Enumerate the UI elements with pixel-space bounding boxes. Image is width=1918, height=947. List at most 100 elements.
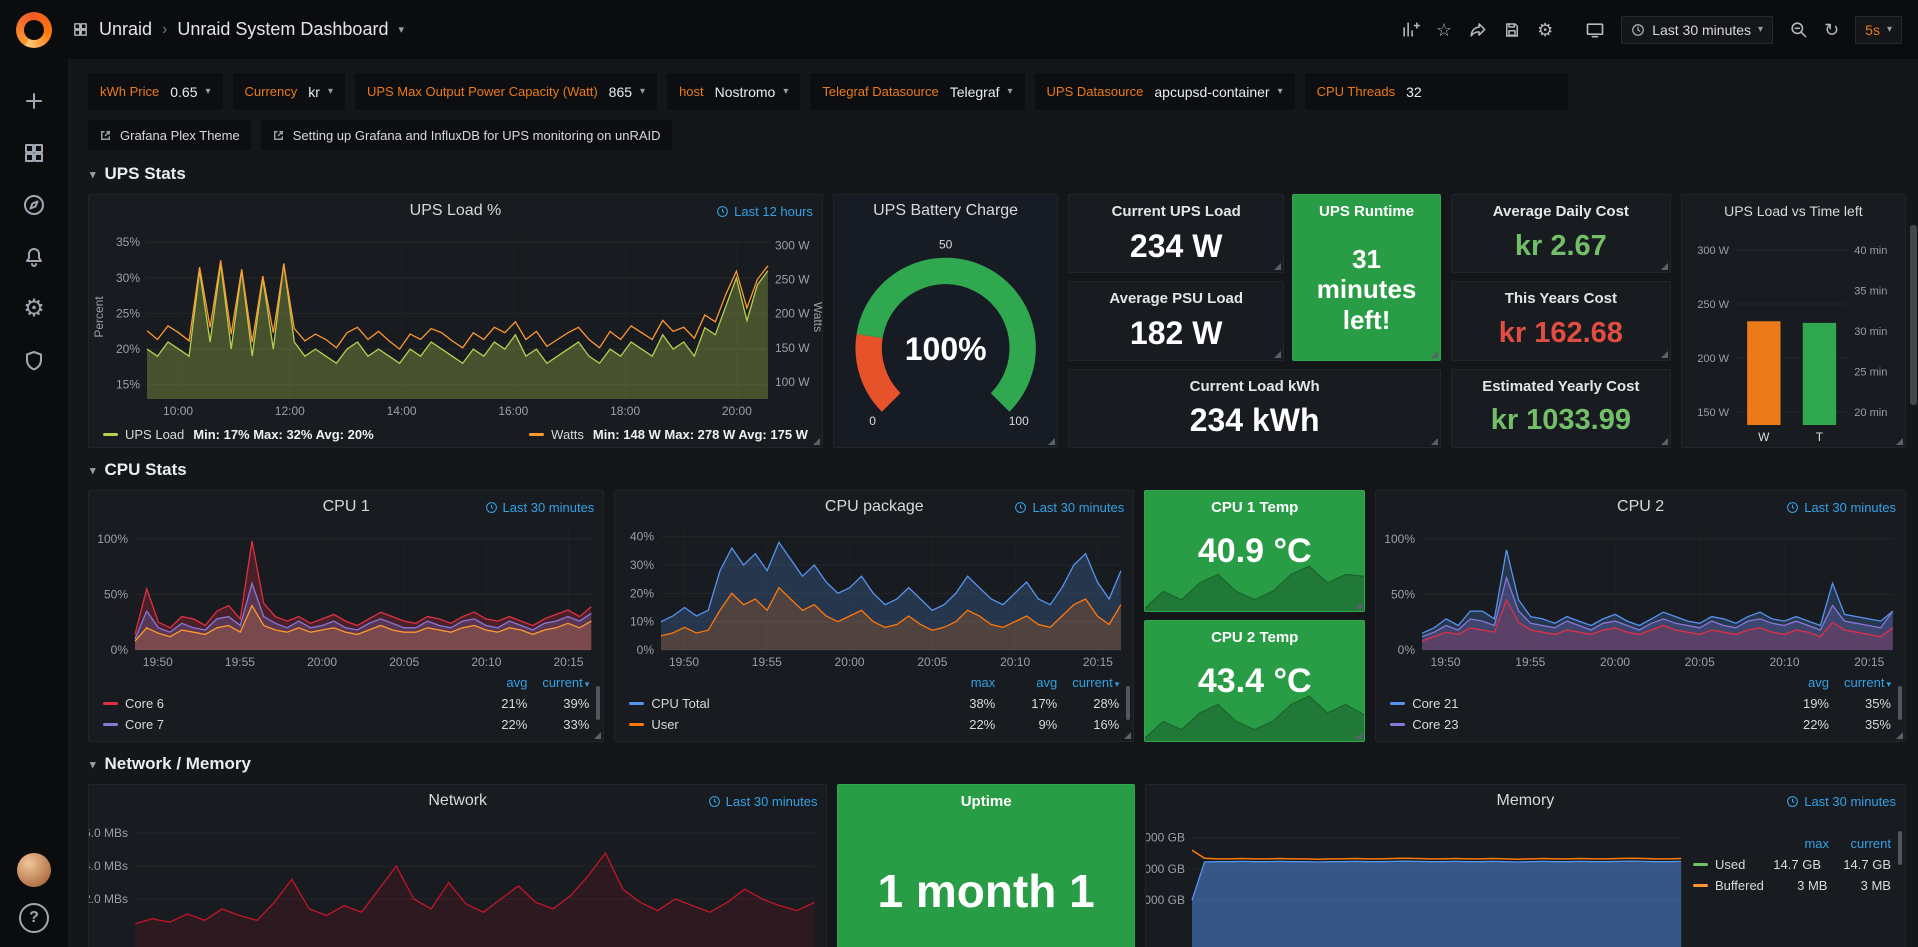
legend-column-header[interactable]: avg bbox=[1036, 675, 1058, 690]
legend-column-header[interactable]: current bbox=[1850, 836, 1891, 851]
grafana-logo[interactable] bbox=[16, 11, 52, 48]
panel-title[interactable]: UPS Load vs Time left bbox=[1724, 203, 1863, 219]
stat-title[interactable]: Current UPS Load bbox=[1111, 203, 1241, 220]
panel-title[interactable]: CPU 2 bbox=[1617, 498, 1665, 515]
legend-item[interactable]: Core 7 22% 33% bbox=[103, 714, 589, 735]
section-cpu-stats[interactable]: ▾ CPU Stats bbox=[90, 460, 1906, 480]
section-network-memory[interactable]: ▾ Network / Memory bbox=[90, 754, 1906, 774]
stat-title[interactable]: Average PSU Load bbox=[1109, 290, 1243, 308]
legend-column-header[interactable]: avg bbox=[506, 675, 528, 690]
stat-title[interactable]: UPS Runtime bbox=[1319, 203, 1415, 220]
chevron-down-icon[interactable]: ▾ bbox=[398, 24, 404, 36]
variable-value-dropdown[interactable]: Nostromo ▾ bbox=[715, 84, 789, 100]
panel-title[interactable]: Network bbox=[428, 792, 488, 809]
network-chart[interactable]: 2.0 MBs 4.0 MBs 6.0 MBs bbox=[89, 817, 826, 947]
stat-title[interactable]: Current Load kWh bbox=[1189, 377, 1320, 395]
variable-currency[interactable]: Currency kr ▾ bbox=[232, 73, 345, 110]
variable-kwh-price[interactable]: kWh Price 0.65 ▾ bbox=[88, 73, 223, 110]
legend-item[interactable]: User 22% 9% 16% bbox=[629, 714, 1119, 735]
load-vs-time-chart[interactable]: 150 W 200 W 250 W 300 W 20 min 25 min 30 min 35… bbox=[1682, 227, 1905, 447]
refresh-interval-dropdown[interactable]: 5s ▾ bbox=[1855, 15, 1902, 44]
panel-title[interactable]: UPS Load % bbox=[409, 202, 502, 219]
memory-chart[interactable]: 50.000000 GB 60.000000 GB 70.000000 GB bbox=[1146, 817, 1693, 947]
breadcrumb-title[interactable]: Unraid System Dashboard bbox=[177, 19, 389, 39]
ups-load-chart[interactable]: 15% 20% 25% 30% 35% Percent 100 W 150 W 200 W 250… bbox=[89, 227, 822, 421]
legend-item[interactable]: Core 6 21% 39% bbox=[103, 693, 589, 714]
panel-time-range-badge[interactable]: Last 30 minutes bbox=[485, 500, 594, 515]
page-scrollbar-thumb[interactable] bbox=[1910, 225, 1917, 405]
panel-time-range-badge[interactable]: Last 12 hours bbox=[716, 204, 813, 219]
legend-item[interactable]: UPS Load Min: 17% Max: 32% Avg: 20% bbox=[103, 427, 374, 442]
sidebar-item-server-admin[interactable] bbox=[14, 341, 54, 381]
legend-column-header[interactable]: max bbox=[1804, 836, 1829, 851]
tv-mode-icon[interactable] bbox=[1585, 20, 1605, 40]
variable-cpu-threads[interactable]: CPU Threads 32 bbox=[1304, 73, 1569, 110]
sidebar-item-create[interactable] bbox=[14, 81, 54, 121]
legend-column-header[interactable]: max bbox=[970, 675, 996, 690]
panel-title[interactable]: UPS Battery Charge bbox=[873, 202, 1019, 219]
share-icon[interactable] bbox=[1468, 20, 1487, 39]
sidebar-item-configuration[interactable]: ⚙ bbox=[14, 289, 54, 329]
cpu-1-chart[interactable]: 0% 50% 100% 19:50 19:55 20:00 20:05 20:10 20:15 bbox=[89, 523, 603, 672]
legend-column-header[interactable]: avg bbox=[1808, 675, 1829, 690]
sidebar-item-alerting[interactable] bbox=[14, 237, 54, 277]
breadcrumb-root[interactable]: Unraid bbox=[99, 19, 153, 39]
add-panel-icon[interactable] bbox=[1401, 20, 1420, 39]
panel-time-range-badge[interactable]: Last 30 minutes bbox=[708, 794, 817, 809]
variable-value-dropdown[interactable]: apcupsd-container ▾ bbox=[1154, 84, 1282, 100]
dashboard-link[interactable]: Setting up Grafana and InfluxDB for UPS … bbox=[260, 120, 672, 150]
legend-item[interactable]: Watts Min: 148 W Max: 278 W Avg: 175 W bbox=[529, 427, 808, 442]
user-avatar[interactable] bbox=[17, 853, 51, 887]
sidebar-item-explore[interactable] bbox=[14, 185, 54, 225]
variable-value-dropdown[interactable]: kr ▾ bbox=[308, 84, 333, 100]
panel-title[interactable]: CPU 1 bbox=[322, 498, 370, 515]
dashboard-grid-icon[interactable] bbox=[72, 21, 89, 38]
zoom-out-icon[interactable] bbox=[1789, 20, 1808, 39]
panel-time-range-badge[interactable]: Last 30 minutes bbox=[1014, 500, 1124, 515]
panel-title[interactable]: Memory bbox=[1496, 792, 1555, 809]
star-icon[interactable]: ☆ bbox=[1435, 19, 1453, 40]
help-icon[interactable]: ? bbox=[19, 903, 49, 933]
cpu-2-chart[interactable]: 0% 50% 100% 19:50 19:55 20:00 20:05 20:10 20:15 bbox=[1376, 523, 1905, 672]
dashboard-link[interactable]: Grafana Plex Theme bbox=[88, 120, 251, 150]
refresh-icon[interactable]: ↻ bbox=[1824, 19, 1840, 40]
stat-title[interactable]: Estimated Yearly Cost bbox=[1482, 377, 1640, 395]
stat-title[interactable]: This Years Cost bbox=[1504, 290, 1617, 308]
variable-input[interactable]: 32 bbox=[1406, 84, 1556, 100]
battery-gauge[interactable]: 0 50 100 100% bbox=[834, 227, 1057, 447]
legend-item[interactable]: Buffered 3 MB 3 MB bbox=[1693, 875, 1891, 896]
sidebar-item-dashboards[interactable] bbox=[14, 133, 54, 173]
settings-gear-icon[interactable]: ⚙ bbox=[1537, 19, 1554, 40]
variable-ups-max-output-power-capacity-watt[interactable]: UPS Max Output Power Capacity (Watt) 865 ▾ bbox=[354, 73, 658, 110]
save-icon[interactable] bbox=[1503, 21, 1521, 39]
time-picker-button[interactable]: Last 30 minutes ▾ bbox=[1621, 15, 1774, 44]
variable-host[interactable]: host Nostromo ▾ bbox=[667, 73, 801, 110]
panel-time-range-badge[interactable]: Last 30 minutes bbox=[1786, 500, 1896, 515]
legend-column-header[interactable]: current ▾ bbox=[1844, 675, 1891, 690]
variable-value-dropdown[interactable]: 865 ▾ bbox=[609, 84, 645, 100]
panel-time-range-badge[interactable]: Last 30 minutes bbox=[1786, 794, 1896, 809]
stat-value: 40.9 °C bbox=[1197, 532, 1312, 570]
section-ups-stats[interactable]: ▾ UPS Stats bbox=[90, 164, 1906, 184]
cpu-package-chart[interactable]: 0% 10% 20% 30% 40% 19:50 19:55 20:00 20:05 20:10 2… bbox=[615, 523, 1133, 672]
variable-telegraf-datasource[interactable]: Telegraf Datasource Telegraf ▾ bbox=[810, 73, 1025, 110]
panel-title[interactable]: CPU package bbox=[824, 498, 924, 515]
stat-title[interactable]: Uptime bbox=[960, 793, 1012, 810]
legend-scrollbar-thumb[interactable] bbox=[596, 686, 601, 720]
legend-column-header[interactable]: current ▾ bbox=[542, 675, 590, 690]
legend-item[interactable]: Core 23 22% 35% bbox=[1390, 714, 1891, 735]
stat-title[interactable]: CPU 1 Temp bbox=[1211, 499, 1299, 516]
variable-ups-datasource[interactable]: UPS Datasource apcupsd-container ▾ bbox=[1034, 73, 1295, 110]
stat-title[interactable]: CPU 2 Temp bbox=[1211, 629, 1299, 646]
legend-value: 38% bbox=[969, 696, 996, 711]
stat-title[interactable]: Average Daily Cost bbox=[1492, 203, 1629, 220]
legend-item[interactable]: Core 21 19% 35% bbox=[1390, 693, 1891, 714]
variable-value-dropdown[interactable]: Telegraf ▾ bbox=[950, 84, 1013, 100]
legend-scrollbar-thumb[interactable] bbox=[1898, 831, 1902, 865]
legend-item[interactable]: Used 14.7 GB 14.7 GB bbox=[1693, 854, 1891, 875]
legend-scrollbar-thumb[interactable] bbox=[1898, 686, 1902, 720]
legend-column-header[interactable]: current ▾ bbox=[1072, 675, 1120, 690]
variable-value-dropdown[interactable]: 0.65 ▾ bbox=[170, 84, 210, 100]
legend-item[interactable]: CPU Total 38% 17% 28% bbox=[629, 693, 1119, 714]
legend-scrollbar-thumb[interactable] bbox=[1126, 686, 1131, 720]
